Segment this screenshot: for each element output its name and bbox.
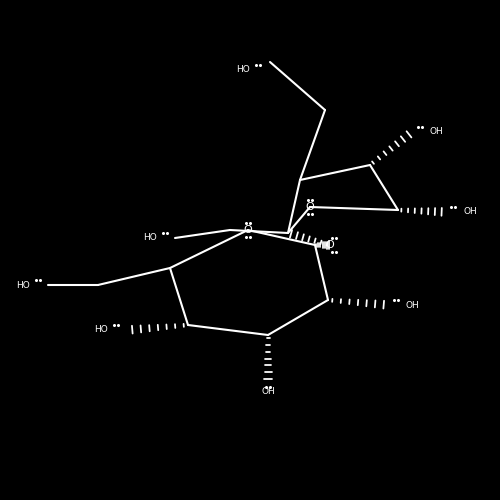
Text: HO: HO bbox=[236, 66, 250, 74]
Text: OH: OH bbox=[406, 300, 420, 310]
Text: O: O bbox=[244, 225, 252, 235]
Text: O: O bbox=[306, 202, 314, 212]
Text: HO: HO bbox=[16, 280, 30, 289]
Text: OH: OH bbox=[261, 388, 275, 396]
Text: OH: OH bbox=[463, 208, 477, 216]
Text: HO: HO bbox=[94, 326, 108, 334]
Text: O: O bbox=[326, 240, 334, 250]
Text: HO: HO bbox=[144, 234, 157, 242]
Text: OH: OH bbox=[430, 128, 444, 136]
